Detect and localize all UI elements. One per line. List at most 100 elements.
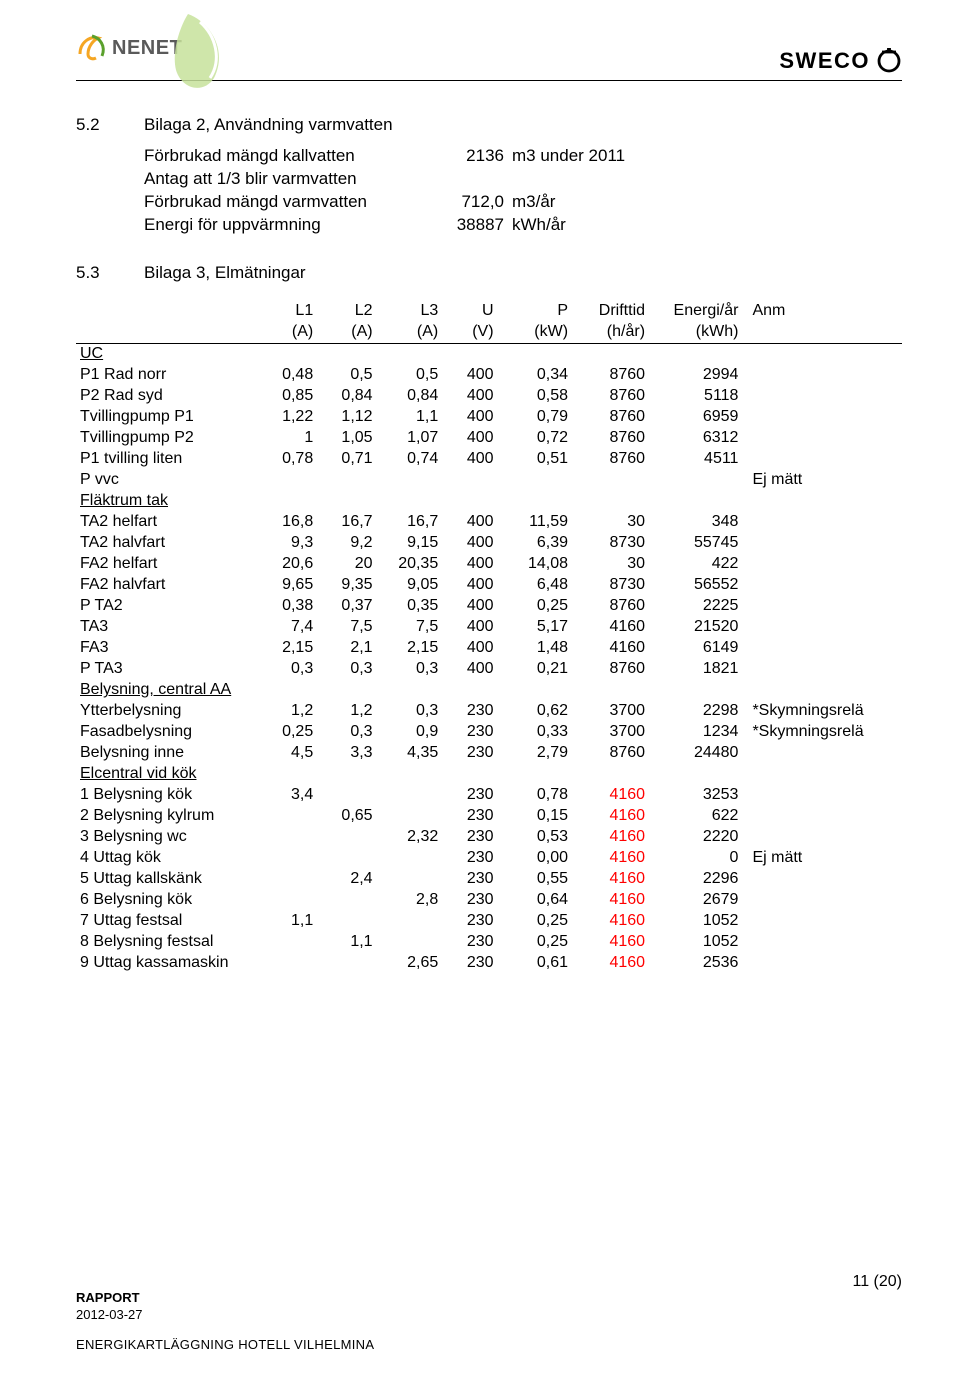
row-val: 5118 xyxy=(649,386,742,407)
row-val: 2,32 xyxy=(377,827,443,848)
row-val: 0,78 xyxy=(258,449,317,470)
row-val: 2225 xyxy=(649,596,742,617)
row-val: 400 xyxy=(442,407,497,428)
footer-date: 2012-03-27 xyxy=(76,1307,374,1323)
kv-label: Antag att 1/3 blir varmvatten xyxy=(144,168,414,191)
row-val: (kWh) xyxy=(649,322,742,344)
empty-cell xyxy=(317,764,376,785)
group-row: Belysning, central AA xyxy=(76,680,902,701)
table-row: 6 Belysning kök2,82300,6441602679 xyxy=(76,890,902,911)
row-val: 0,51 xyxy=(498,449,573,470)
row-val: 8760 xyxy=(572,596,649,617)
nenet-swirl-icon xyxy=(76,32,108,64)
row-val: 56552 xyxy=(649,575,742,596)
row-val: 4160 xyxy=(572,806,649,827)
row-val: 400 xyxy=(442,554,497,575)
page-number: 11 (20) xyxy=(852,1273,902,1291)
row-val: 622 xyxy=(649,806,742,827)
row-val: 8760 xyxy=(572,365,649,386)
row-val xyxy=(377,911,443,932)
row-val xyxy=(258,470,317,491)
row-val: (A) xyxy=(317,322,376,344)
row-val: 230 xyxy=(442,701,497,722)
row-val: 9,65 xyxy=(258,575,317,596)
row-val: 5,17 xyxy=(498,617,573,638)
empty-cell xyxy=(258,680,317,701)
row-val: 230 xyxy=(442,785,497,806)
table-row: P2 Rad syd0,850,840,844000,5887605118 xyxy=(76,386,902,407)
row-label: Tvillingpump P1 xyxy=(76,407,258,428)
empty-cell xyxy=(742,343,902,365)
row-val: 1821 xyxy=(649,659,742,680)
row-val: 400 xyxy=(442,659,497,680)
row-val: 30 xyxy=(572,554,649,575)
group-label: Fläktrum tak xyxy=(76,491,258,512)
row-label: 4 Uttag kök xyxy=(76,848,258,869)
row-val: 6,39 xyxy=(498,533,573,554)
row-val: 8760 xyxy=(572,428,649,449)
row-val: 0,78 xyxy=(498,785,573,806)
row-val: 400 xyxy=(442,617,497,638)
footer-rapport: RAPPORT xyxy=(76,1290,374,1306)
empty-cell xyxy=(572,764,649,785)
row-val xyxy=(498,470,573,491)
kv-row: Energi för uppvärmning38887kWh/år xyxy=(144,214,902,237)
row-val: 2,15 xyxy=(377,638,443,659)
row-val xyxy=(377,932,443,953)
group-row: Fläktrum tak xyxy=(76,491,902,512)
row-anm xyxy=(742,575,902,596)
row-val: (kW) xyxy=(498,322,573,344)
row-val xyxy=(377,848,443,869)
row-val: 1,2 xyxy=(258,701,317,722)
row-val xyxy=(377,869,443,890)
row-label: Belysning inne xyxy=(76,743,258,764)
row-val: 0,25 xyxy=(498,932,573,953)
table-row: TA2 helfart16,816,716,740011,5930348 xyxy=(76,512,902,533)
row-val: 24480 xyxy=(649,743,742,764)
row-val: 16,8 xyxy=(258,512,317,533)
row-val xyxy=(377,806,443,827)
row-val: 230 xyxy=(442,743,497,764)
row-val: 4160 xyxy=(572,638,649,659)
table-row: TA37,47,57,54005,17416021520 xyxy=(76,617,902,638)
row-val: 0,64 xyxy=(498,890,573,911)
row-val: 0,25 xyxy=(258,722,317,743)
row-val xyxy=(317,470,376,491)
row-val: 1 xyxy=(258,428,317,449)
row-anm: Ej mätt xyxy=(742,848,902,869)
row-val: L2 xyxy=(317,301,376,322)
empty-cell xyxy=(649,343,742,365)
row-label: 3 Belysning wc xyxy=(76,827,258,848)
row-val: 0,3 xyxy=(317,722,376,743)
row-val xyxy=(377,785,443,806)
row-val: 20,6 xyxy=(258,554,317,575)
row-anm xyxy=(742,806,902,827)
row-anm xyxy=(742,512,902,533)
row-val: 1,1 xyxy=(317,932,376,953)
row-val: 0,84 xyxy=(317,386,376,407)
row-val: 9,2 xyxy=(317,533,376,554)
table-row: P TA30,30,30,34000,2187601821 xyxy=(76,659,902,680)
row-label: FA2 halvfart xyxy=(76,575,258,596)
table-row: TA2 halvfart9,39,29,154006,39873055745 xyxy=(76,533,902,554)
empty-cell xyxy=(377,764,443,785)
row-label: 2 Belysning kylrum xyxy=(76,806,258,827)
kv-block-52: Förbrukad mängd kallvatten2136m3 under 2… xyxy=(144,145,902,237)
empty-cell xyxy=(742,680,902,701)
row-val: 0,72 xyxy=(498,428,573,449)
row-val: 3253 xyxy=(649,785,742,806)
row-val: 8730 xyxy=(572,533,649,554)
row-val: 30 xyxy=(572,512,649,533)
row-val: 9,05 xyxy=(377,575,443,596)
row-val: 0,37 xyxy=(317,596,376,617)
kv-unit: kWh/år xyxy=(512,214,642,237)
row-val: 0,3 xyxy=(258,659,317,680)
row-val: 0,5 xyxy=(317,365,376,386)
row-val: 16,7 xyxy=(317,512,376,533)
row-val: 14,08 xyxy=(498,554,573,575)
row-label: FA3 xyxy=(76,638,258,659)
row-val: 2296 xyxy=(649,869,742,890)
row-anm xyxy=(742,911,902,932)
table-row: P1 Rad norr0,480,50,54000,3487602994 xyxy=(76,365,902,386)
row-val: 3,3 xyxy=(317,743,376,764)
